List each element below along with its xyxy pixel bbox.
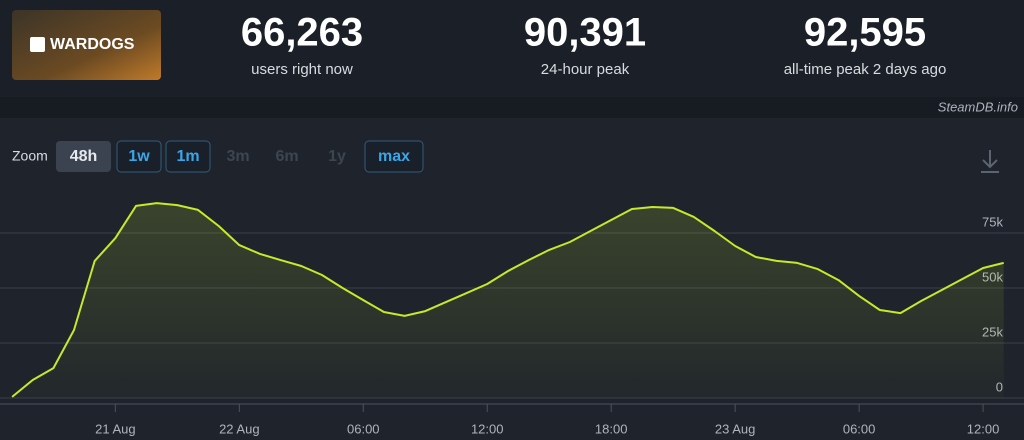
x-tick-label: 12:00 [471, 421, 504, 436]
zoom-option[interactable]: 1m [176, 148, 199, 165]
area [12, 203, 1004, 398]
x-tick-label: 06:00 [843, 421, 876, 436]
zoom-option: 1y [328, 148, 346, 165]
stat-value: 92,595 [804, 11, 926, 55]
zoom-option: 3m [226, 148, 249, 165]
zoom-option[interactable]: max [378, 148, 410, 165]
header-bar [0, 0, 1024, 97]
source-bar [0, 97, 1024, 118]
line [11, 202, 1004, 398]
source: SteamDB.info [938, 99, 1018, 114]
x-tick-label: 23 Aug [715, 421, 756, 436]
y-tick-label: 75k [982, 214, 1003, 229]
game-name: WARDOGS [50, 36, 135, 53]
stat-value: 66,263 [241, 11, 363, 55]
x-tick-label: 21 Aug [95, 421, 136, 436]
stat-label: users right now [251, 61, 353, 78]
x-tick-label: 12:00 [967, 421, 1000, 436]
zoom-button[interactable] [56, 141, 111, 172]
x-tick-label: 18:00 [595, 421, 628, 436]
zoom-button[interactable] [364, 140, 424, 173]
x-tick-label: 22 Aug [219, 421, 260, 436]
zoom-option[interactable]: 1w [128, 148, 150, 165]
stat-label: 24-hour peak [541, 61, 630, 78]
logo-icon [30, 37, 45, 52]
zoom-option[interactable]: 48h [70, 148, 98, 165]
game-logo [12, 10, 161, 80]
zoom-option: 6m [275, 148, 298, 165]
x-tick-label: 06:00 [347, 421, 380, 436]
stat-label: all-time peak 2 days ago [784, 61, 947, 78]
download-icon[interactable] [981, 150, 999, 173]
zoom-label: Zoom [12, 148, 48, 164]
zoom-button[interactable] [165, 140, 211, 173]
zoom-button[interactable] [116, 140, 162, 173]
stat-value: 90,391 [524, 11, 646, 55]
